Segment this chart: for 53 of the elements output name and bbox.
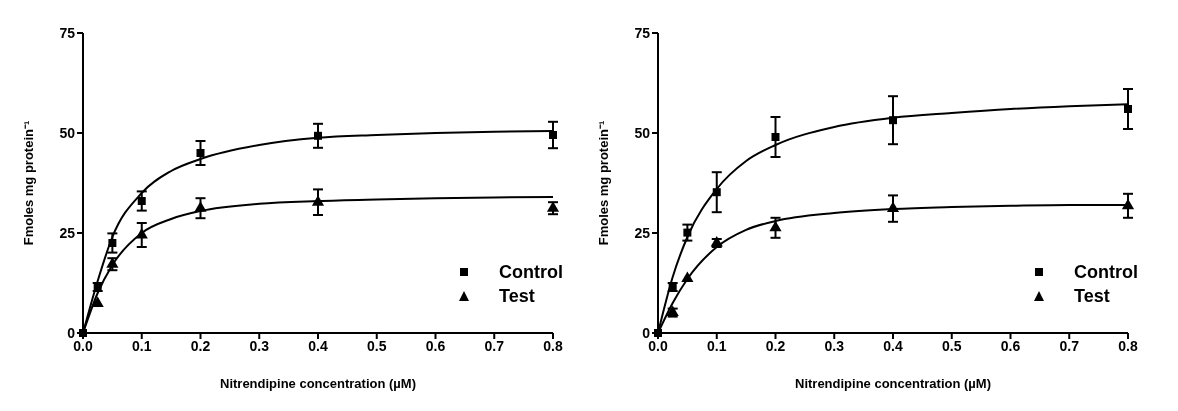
- point: [314, 131, 322, 140]
- y-tick-label: 25: [59, 224, 76, 241]
- x-tick-label: 0.2: [190, 337, 211, 354]
- x-tick-label: 0.8: [1118, 337, 1138, 354]
- y-tick-label: 50: [634, 124, 651, 141]
- y-axis-title: Fmoles mg protein⁻¹: [595, 120, 611, 246]
- x-tick-label: 0.7: [1059, 337, 1080, 354]
- x-tick-label: 0.0: [648, 337, 668, 354]
- x-tick-label: 0.6: [425, 337, 446, 354]
- legend-label: Test: [1074, 285, 1110, 308]
- x-tick-label: 0.7: [484, 337, 505, 354]
- y-tick-label: 50: [59, 124, 76, 141]
- legend-label: Test: [499, 285, 535, 308]
- y-axis-title: Fmoles mg protein⁻¹: [20, 120, 36, 246]
- point: [889, 116, 897, 125]
- x-tick-label: 0.0: [73, 337, 93, 354]
- x-tick-label: 0.5: [367, 337, 387, 354]
- x-tick-label: 0.3: [824, 337, 845, 354]
- point: [771, 133, 780, 141]
- x-tick-label: 0.1: [707, 337, 727, 354]
- x-axis-title: Nitrendipine concentration (µM): [220, 376, 416, 391]
- x-tick-label: 0.5: [942, 337, 962, 354]
- point: [886, 201, 900, 213]
- legend-label: Control: [499, 261, 563, 284]
- point: [106, 257, 119, 268]
- y-tick-label: 25: [634, 224, 651, 241]
- y-tick-label: 75: [634, 24, 651, 41]
- y-tick-label: 75: [59, 24, 76, 41]
- x-tick-label: 0.2: [765, 337, 786, 354]
- point: [546, 201, 560, 212]
- x-tick-label: 0.6: [1000, 337, 1021, 354]
- x-tick-label: 0.4: [308, 337, 328, 354]
- point: [196, 149, 205, 157]
- y-tick-label: 0: [642, 324, 651, 341]
- x-tick-label: 0.3: [249, 337, 270, 354]
- point: [311, 195, 325, 206]
- point: [1121, 198, 1135, 210]
- x-tick-label: 0.8: [543, 337, 563, 354]
- point: [108, 239, 117, 247]
- x-tick-label: 0.1: [132, 337, 152, 354]
- x-tick-label: 0.4: [883, 337, 903, 354]
- point: [681, 271, 694, 283]
- x-axis-title: Nitrendipine concentration (µM): [795, 376, 991, 391]
- point: [91, 296, 104, 307]
- point: [1124, 105, 1132, 113]
- y-tick-label: 0: [67, 324, 76, 341]
- point: [712, 188, 721, 197]
- point: [194, 201, 207, 212]
- point: [135, 227, 148, 239]
- legend-label: Control: [1074, 261, 1138, 284]
- point: [137, 197, 146, 205]
- point: [549, 131, 557, 139]
- point: [683, 228, 692, 237]
